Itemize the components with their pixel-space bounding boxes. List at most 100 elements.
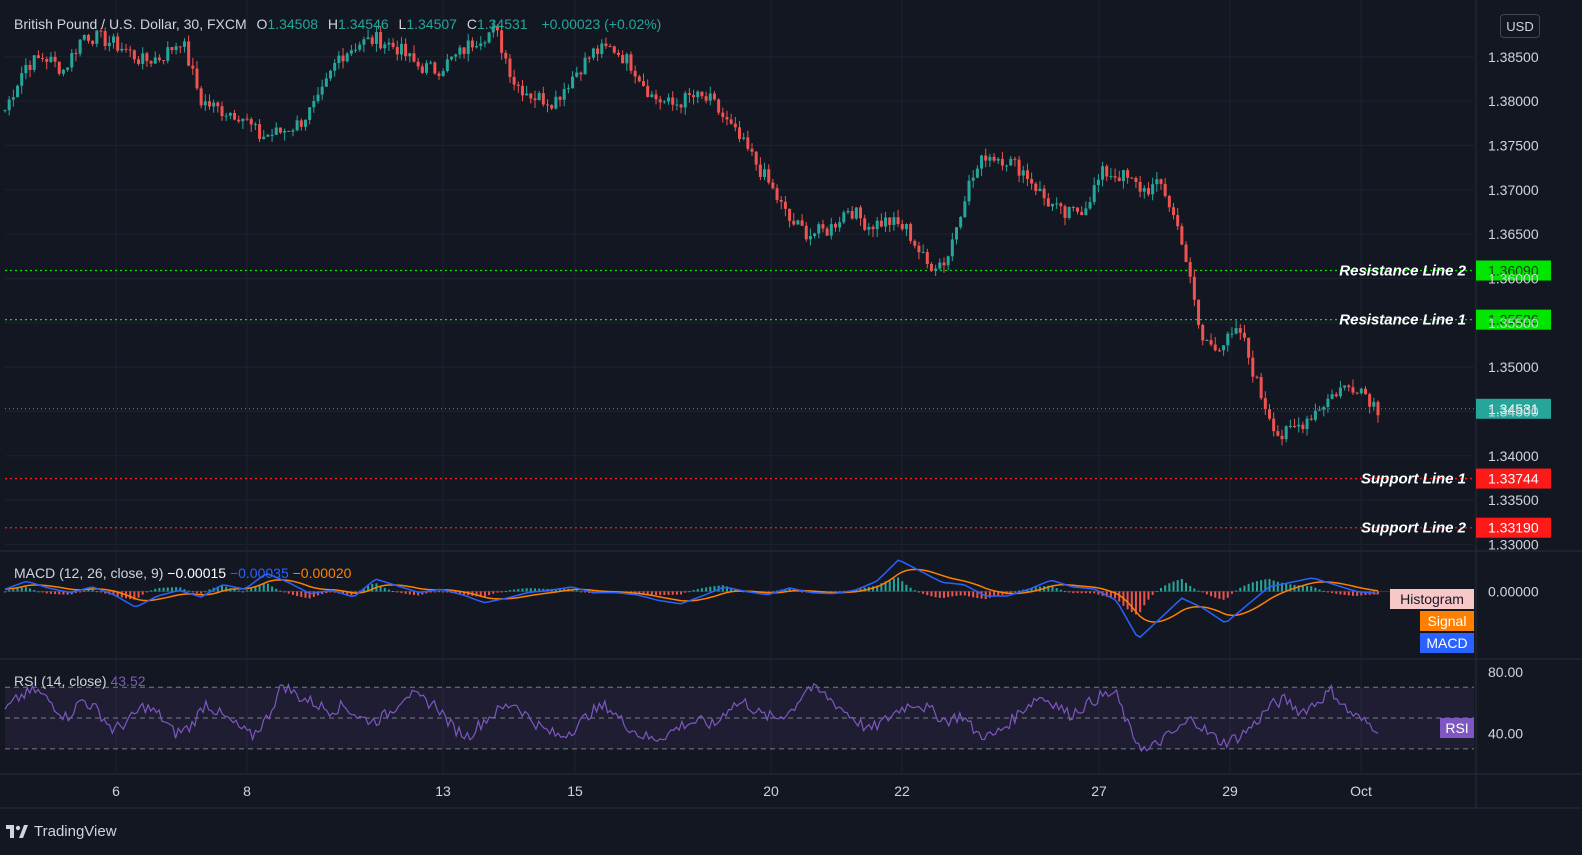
macd-histogram-bar bbox=[980, 591, 983, 599]
macd-histogram-bar bbox=[400, 591, 403, 594]
candle-body bbox=[1276, 431, 1280, 436]
candle-body bbox=[1343, 385, 1347, 388]
legend-histogram-tag bbox=[1390, 589, 1474, 609]
macd-histogram-bar bbox=[1064, 591, 1067, 593]
candle-body bbox=[416, 61, 420, 67]
macd-histogram-bar bbox=[1214, 591, 1217, 598]
candle-body bbox=[967, 180, 971, 202]
candle-body bbox=[1134, 177, 1138, 182]
macd-histogram-bar bbox=[897, 577, 900, 592]
macd-histogram-bar bbox=[663, 591, 666, 595]
candle-body bbox=[854, 207, 858, 219]
candle-body bbox=[646, 85, 650, 97]
candle-body bbox=[66, 67, 70, 70]
candle-body bbox=[1046, 198, 1050, 207]
macd-histogram-bar bbox=[1364, 591, 1367, 596]
macd-histogram-bar bbox=[1176, 580, 1179, 592]
candle-body bbox=[721, 112, 725, 118]
candle-body bbox=[103, 31, 107, 47]
macd-histogram-bar bbox=[1310, 586, 1313, 592]
candle-body bbox=[1071, 207, 1075, 209]
candle-body bbox=[454, 54, 458, 57]
macd-histogram-bar bbox=[675, 591, 678, 595]
price-tick-label: 1.34000 bbox=[1488, 448, 1539, 464]
macd-histogram-bar bbox=[734, 589, 737, 592]
candle-body bbox=[16, 85, 20, 98]
candle-body bbox=[283, 130, 287, 133]
macd-histogram-bar bbox=[1326, 591, 1329, 593]
brand-logo[interactable]: TradingView bbox=[6, 823, 117, 840]
candle-body bbox=[896, 217, 900, 224]
candle-body bbox=[1084, 208, 1088, 216]
macd-histogram-bar bbox=[1289, 584, 1292, 592]
high-label: H bbox=[327, 16, 339, 32]
x-tick-label: 6 bbox=[112, 783, 120, 799]
macd-histogram-bar bbox=[680, 591, 683, 595]
macd-histogram-bar bbox=[700, 588, 703, 592]
macd-histogram-bar bbox=[947, 591, 950, 598]
candle-body bbox=[245, 118, 249, 120]
macd-histogram-bar bbox=[788, 588, 791, 592]
candle-body bbox=[875, 220, 879, 230]
candle-body bbox=[963, 201, 967, 217]
candle-body bbox=[838, 222, 842, 228]
candle-body bbox=[1209, 340, 1213, 345]
candle-body bbox=[608, 46, 612, 48]
candle-body bbox=[1351, 387, 1355, 393]
macd-title-part: −0.00015 bbox=[167, 565, 230, 581]
candle-body bbox=[162, 60, 166, 62]
macd-histogram-bar bbox=[129, 591, 132, 599]
macd-histogram-bar bbox=[404, 591, 407, 594]
candle-body bbox=[462, 47, 466, 54]
candle-body bbox=[1368, 394, 1372, 407]
candle-body bbox=[938, 262, 942, 269]
macd-histogram-bar bbox=[266, 583, 269, 592]
macd-histogram-bar bbox=[304, 591, 307, 598]
macd-histogram-bar bbox=[287, 591, 290, 594]
candle-body bbox=[512, 76, 516, 85]
macd-histogram-bar bbox=[671, 591, 674, 595]
candle-body bbox=[141, 53, 145, 64]
macd-histogram-bar bbox=[162, 587, 165, 592]
macd-histogram-bar bbox=[1218, 591, 1221, 599]
candle-body bbox=[1322, 407, 1326, 410]
macd-histogram-bar bbox=[187, 590, 190, 592]
macd-histogram-bar bbox=[237, 590, 240, 592]
candle-body bbox=[817, 224, 821, 234]
candle-body bbox=[291, 130, 295, 132]
candle-body bbox=[654, 94, 658, 100]
candle-body bbox=[775, 188, 779, 200]
macd-histogram-bar bbox=[968, 591, 971, 597]
candle-body bbox=[733, 123, 737, 128]
rsi-tick-label: 40.00 bbox=[1488, 725, 1523, 741]
candle-body bbox=[91, 40, 95, 44]
macd-histogram-bar bbox=[692, 590, 695, 592]
macd-histogram-bar bbox=[1331, 591, 1334, 593]
candle-body bbox=[525, 93, 529, 96]
candle-body bbox=[692, 95, 696, 98]
candle-body bbox=[550, 104, 554, 109]
candle-body bbox=[658, 99, 662, 103]
candle-body bbox=[1180, 226, 1184, 245]
candle-body bbox=[312, 101, 316, 108]
macd-histogram-bar bbox=[283, 591, 286, 593]
x-tick-label: 29 bbox=[1222, 783, 1238, 799]
candle-body bbox=[157, 57, 161, 61]
candle-body bbox=[1251, 357, 1255, 377]
macd-histogram-bar bbox=[83, 590, 86, 592]
candle-body bbox=[295, 120, 299, 131]
macd-histogram-bar bbox=[884, 581, 887, 592]
macd-histogram-bar bbox=[158, 587, 161, 592]
currency-button[interactable]: USD bbox=[1500, 14, 1540, 38]
candle-body bbox=[1009, 158, 1013, 166]
candle-body bbox=[387, 42, 391, 45]
macd-histogram-bar bbox=[901, 581, 904, 592]
candle-body bbox=[1217, 350, 1221, 352]
macd-histogram-bar bbox=[1281, 582, 1284, 592]
candle-body bbox=[996, 158, 1000, 161]
candle-body bbox=[74, 52, 78, 54]
candle-body bbox=[116, 36, 120, 51]
macd-histogram-bar bbox=[1059, 589, 1062, 592]
macd-histogram-bar bbox=[1210, 591, 1213, 597]
